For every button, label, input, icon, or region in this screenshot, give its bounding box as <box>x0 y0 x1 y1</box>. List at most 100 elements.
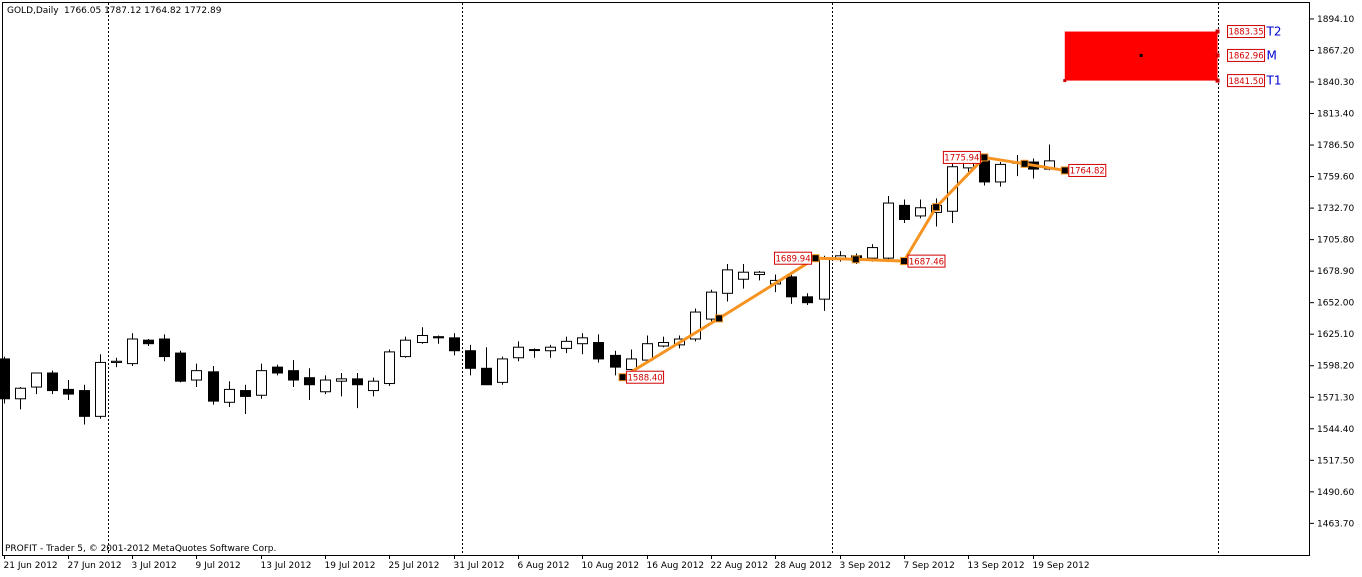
candle <box>175 350 186 383</box>
candle-body <box>15 387 26 400</box>
x-tick-label: 7 Sep 2012 <box>904 561 955 571</box>
candle <box>802 293 813 306</box>
candle <box>63 380 74 400</box>
candle-body <box>240 390 251 397</box>
target-level-box <box>1227 48 1266 62</box>
y-tick-label: 1840.30 <box>1317 78 1354 88</box>
target-level-marker <box>1215 53 1220 58</box>
candle <box>706 289 717 322</box>
candle-body <box>915 207 926 217</box>
zigzag-point <box>851 255 860 264</box>
candle <box>513 341 524 362</box>
candle-body <box>400 339 411 358</box>
candle-body <box>722 269 733 294</box>
zigzag-label-box <box>942 150 981 164</box>
candle <box>0 356 10 404</box>
y-tick-label: 1544.40 <box>1317 425 1354 435</box>
x-tick-label: 21 Jun 2012 <box>4 561 58 571</box>
candle <box>31 372 42 395</box>
zigzag-label-box <box>774 251 813 265</box>
candle-body <box>465 350 476 369</box>
candle-body <box>802 296 813 304</box>
candle <box>224 381 235 407</box>
x-tick-label: 13 Jul 2012 <box>261 561 312 571</box>
candle-body <box>127 338 138 365</box>
candle-body <box>449 337 460 352</box>
candle-body <box>95 361 106 417</box>
zigzag-point <box>932 203 941 212</box>
candle-body <box>995 163 1006 183</box>
chart-header-ohlc: 1766.05 1787.12 1764.82 1772.89 <box>64 6 222 16</box>
zigzag-label: 1775.94 <box>942 150 981 164</box>
target-zone: 1883.35 T2 1862.96 M 1841.50 T1 <box>1063 25 1282 88</box>
zigzag-point <box>811 254 820 263</box>
candle <box>240 384 251 415</box>
candle <box>79 384 90 425</box>
y-tick-label: 1598.20 <box>1317 362 1354 372</box>
y-tick-label: 1786.50 <box>1317 141 1354 151</box>
candle <box>336 372 347 397</box>
zigzag-point <box>980 153 989 162</box>
zigzag-point <box>715 314 724 323</box>
candle <box>143 339 154 347</box>
candle <box>47 370 58 395</box>
y-tick-label: 1571.30 <box>1317 393 1354 403</box>
x-tick-label: 9 Jul 2012 <box>196 561 241 571</box>
candle <box>722 263 733 302</box>
candle-body <box>497 358 508 383</box>
candle <box>368 377 379 397</box>
zigzag-label: 1689.94 <box>774 251 813 265</box>
y-tick-label: 1894.10 <box>1317 15 1354 25</box>
candle-body <box>79 390 90 417</box>
candle <box>400 336 411 358</box>
x-tick-label: 10 Aug 2012 <box>582 561 640 571</box>
candle-body <box>384 351 395 385</box>
target-level-value: 1862.96 <box>1228 52 1263 62</box>
target-level-marker <box>1215 78 1220 83</box>
candle <box>417 327 428 344</box>
target-level: 1862.96 M <box>1215 48 1277 62</box>
target-center-marker <box>1139 53 1143 57</box>
y-tick-label: 1625.10 <box>1317 330 1354 340</box>
target-level-tag: T2 <box>1266 25 1282 39</box>
zigzag-label: 1687.46 <box>907 254 946 268</box>
candle-body <box>31 372 42 388</box>
candle-body <box>256 370 267 396</box>
candle <box>915 199 926 219</box>
candle <box>272 364 283 376</box>
x-tick-label: 28 Aug 2012 <box>775 561 833 571</box>
x-tick-label: 16 Aug 2012 <box>647 561 705 571</box>
target-level-box <box>1227 25 1266 39</box>
candle-body <box>320 379 331 393</box>
zigzag-label: 1588.40 <box>626 370 665 384</box>
candle <box>288 360 299 388</box>
candle <box>159 334 170 362</box>
candle-body <box>191 370 202 381</box>
candle <box>545 344 556 358</box>
target-level: 1883.35 T2 <box>1215 25 1282 39</box>
candle-body <box>208 371 219 402</box>
separators <box>108 3 1219 555</box>
candle-body <box>0 358 10 400</box>
candles <box>0 144 1055 425</box>
candle <box>208 365 219 405</box>
candle <box>352 372 363 409</box>
zigzag-label-box <box>907 254 946 268</box>
y-tick-label: 1517.50 <box>1317 456 1354 466</box>
candle <box>642 335 653 363</box>
zigzag-label-box <box>1068 163 1107 177</box>
candle <box>384 349 395 386</box>
candle <box>529 348 540 358</box>
candle-body <box>610 354 621 368</box>
copyright-footer: PROFIT - Trader 5, © 2001-2012 MetaQuote… <box>5 544 276 554</box>
candle-body <box>690 311 701 340</box>
target-level-box <box>1227 74 1266 88</box>
candle-body <box>143 339 154 345</box>
candle <box>899 199 910 223</box>
x-tick-label: 27 Jun 2012 <box>68 561 122 571</box>
candle-body <box>626 358 637 370</box>
x-tick-label: 13 Sep 2012 <box>968 561 1025 571</box>
target-level-tag: M <box>1267 48 1277 62</box>
candle <box>577 333 588 355</box>
